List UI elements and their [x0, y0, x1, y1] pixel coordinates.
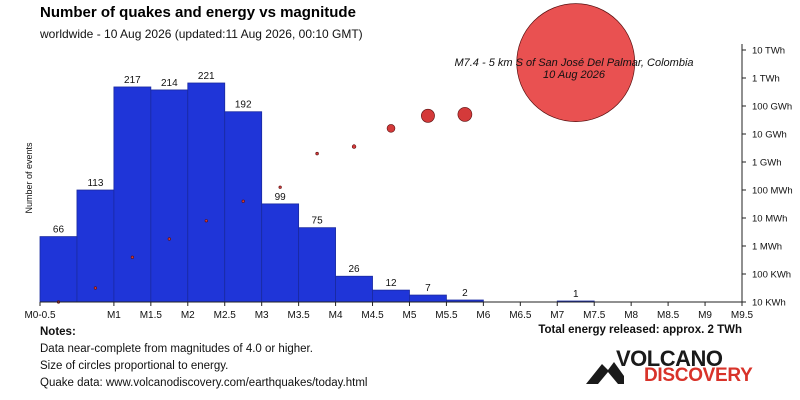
bar-count-label: 7	[425, 283, 431, 294]
axes-layer	[39, 44, 746, 306]
y-axis-label: Number of events	[24, 142, 34, 214]
x-tick-label: M9.5	[731, 310, 754, 321]
bar-count-label: 66	[53, 225, 65, 236]
notes-block: Notes: Data near-complete from magnitude…	[40, 324, 368, 392]
labels-layer: 66 113 217 214 221 192 99 75 26 12 7 2 1 M0-0.5 M1 M1.5…	[24, 46, 792, 322]
x-tick-label: M9	[698, 310, 712, 321]
bar-count-label: 113	[87, 178, 103, 189]
volcanodiscovery-logo: VOLCANO DISCOVERY	[584, 346, 764, 390]
bar	[261, 203, 300, 303]
notes-heading: Notes:	[40, 326, 76, 338]
x-tick-label: M4	[329, 310, 343, 321]
x-tick-label: M8.5	[657, 310, 680, 321]
x-tick-label: M7.5	[583, 310, 606, 321]
energy-tick-label: 1 MWh	[752, 242, 782, 253]
energy-tick-label: 10 GWh	[752, 130, 787, 141]
energy-tick-label: 10 KWh	[752, 298, 786, 309]
energy-point	[130, 255, 134, 259]
bar	[224, 111, 263, 303]
x-tick-label: M6.5	[509, 310, 532, 321]
bar-count-label: 75	[312, 216, 324, 227]
largest-quake-annotation-line2: 10 Aug 2026	[543, 69, 606, 81]
energy-point	[386, 124, 396, 133]
bar	[113, 86, 152, 303]
x-tick-label: M4.5	[361, 310, 384, 321]
logo-word-discovery: DISCOVERY	[644, 365, 753, 386]
bar-count-label: 192	[235, 100, 252, 111]
bar	[187, 82, 226, 303]
energy-tick-label: 10 TWh	[752, 46, 785, 57]
chart-title: Number of quakes and energy vs magnitude	[40, 4, 356, 21]
x-tick-label: M3	[255, 310, 269, 321]
bar	[409, 294, 447, 303]
bar-count-label: 2	[462, 288, 468, 299]
energy-tick-label: 100 KWh	[752, 270, 791, 281]
note-line: Data near-complete from magnitudes of 4.…	[40, 343, 313, 355]
bar-count-label: 217	[124, 75, 141, 86]
bar-count-label: 12	[385, 278, 397, 289]
energy-point	[421, 108, 435, 123]
note-line: Size of circles proportional to energy.	[40, 360, 229, 372]
note-line: Quake data: www.volcanodiscovery.com/ear…	[40, 377, 368, 389]
x-tick-label: M5.5	[435, 310, 458, 321]
logo-word-volcano: VOLCANO	[616, 346, 723, 371]
largest-quake-annotation-line1: M7.4 - 5 km S of San José Del Palmar, Co…	[454, 57, 693, 69]
total-energy-label: Total energy released: approx. 2 TWh	[538, 324, 742, 336]
energy-point	[351, 144, 357, 149]
energy-points-layer	[56, 3, 636, 304]
bar-count-label: 221	[198, 71, 215, 82]
largest-energy-circle	[516, 3, 636, 122]
x-tick-label: M2.5	[214, 310, 237, 321]
x-tick-label: M0-0.5	[24, 310, 56, 321]
x-tick-label: M1.5	[140, 310, 163, 321]
bar	[335, 275, 373, 303]
energy-point	[167, 237, 171, 241]
x-tick-label: M5	[403, 310, 417, 321]
energy-tick-label: 100 GWh	[752, 102, 792, 113]
x-tick-label: M1	[107, 310, 121, 321]
bar	[39, 236, 78, 303]
bar-count-label: 214	[161, 78, 178, 89]
energy-point	[278, 185, 282, 189]
energy-point	[457, 107, 473, 122]
x-tick-label: M8	[624, 310, 638, 321]
bar	[150, 89, 189, 303]
energy-point	[315, 151, 319, 156]
bar-count-label: 99	[275, 192, 287, 203]
x-tick-label: M2	[181, 310, 195, 321]
bar	[372, 289, 410, 303]
energy-tick-label: 100 MWh	[752, 186, 793, 197]
energy-point	[204, 219, 208, 223]
bar-count-label: 1	[573, 289, 579, 300]
energy-point	[93, 286, 98, 290]
energy-point	[241, 199, 245, 203]
bars-layer	[39, 82, 595, 303]
x-tick-label: M3.5	[288, 310, 311, 321]
x-tick-label: M7	[550, 310, 564, 321]
volcano-icon	[586, 362, 624, 384]
energy-tick-label: 1 TWh	[752, 74, 780, 85]
energy-tick-label: 10 MWh	[752, 214, 787, 225]
energy-tick-label: 1 GWh	[752, 158, 782, 169]
bar	[298, 227, 336, 303]
bar	[76, 189, 115, 303]
chart-subtitle: worldwide - 10 Aug 2026 (updated:11 Aug …	[40, 27, 363, 41]
bar-count-label: 26	[348, 264, 360, 275]
x-tick-label: M6	[476, 310, 490, 321]
